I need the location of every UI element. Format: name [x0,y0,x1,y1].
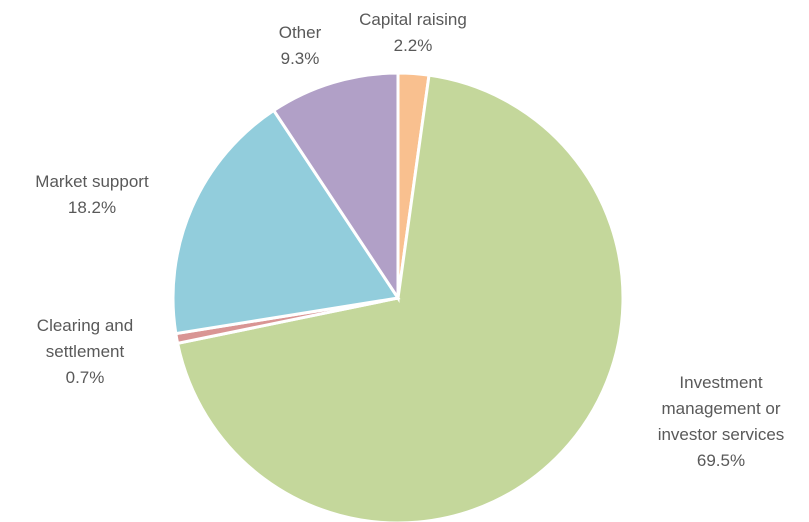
category-name: Market support [35,172,149,191]
value-label: 18.2% [67,198,117,217]
slice-label: Other 9.3% [250,20,350,72]
value-label: 2.2% [393,36,433,55]
slice-label: Market support 18.2% [2,169,182,221]
slice-label: Capital raising 2.2% [343,7,483,59]
pie-slice [271,71,400,303]
pie-slice [175,73,625,522]
category-name: Clearing and settlement [36,316,134,361]
value-label: 0.7% [65,368,105,387]
pie-slice [171,108,401,336]
category-name: Capital raising [359,10,467,29]
category-name: Investment management or investor servic… [657,373,785,444]
value-label: 9.3% [280,49,320,68]
slice-label: Clearing and settlement 0.7% [15,313,155,391]
value-label: 69.5% [696,451,746,470]
slice-label: Investment management or investor servic… [637,370,805,474]
category-name: Other [278,23,322,42]
